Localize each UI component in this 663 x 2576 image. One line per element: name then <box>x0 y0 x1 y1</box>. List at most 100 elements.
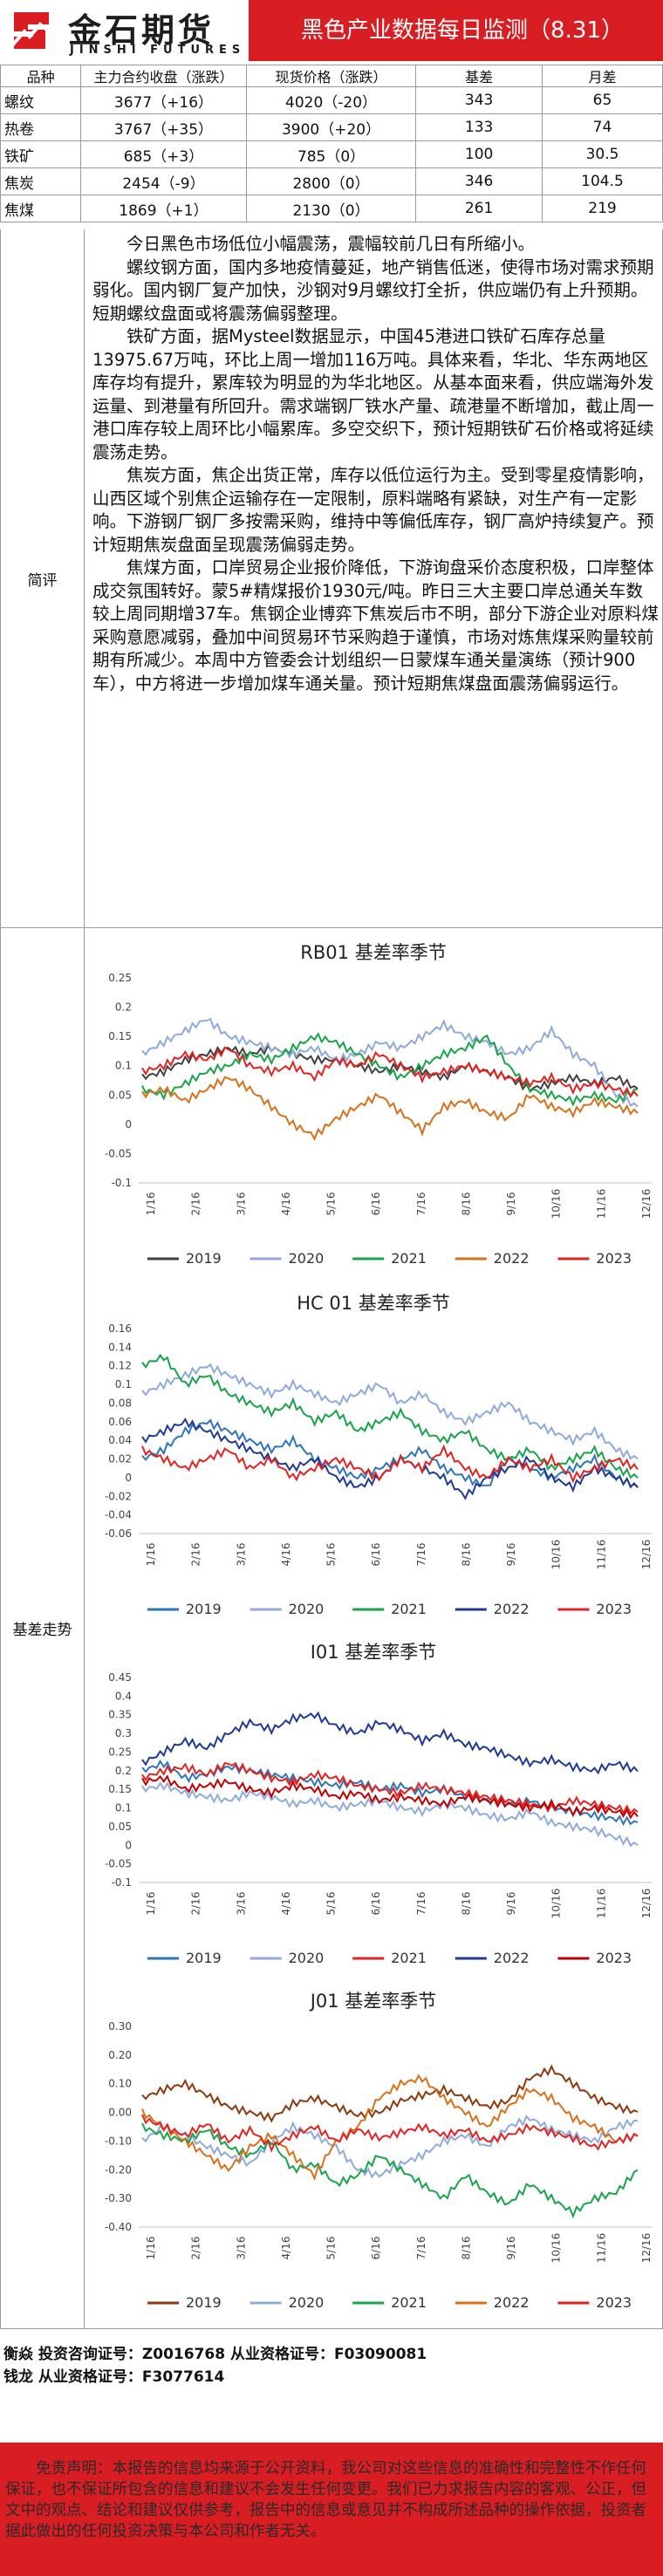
x-tick-label: 12/16 <box>640 1889 653 1919</box>
series-line-2019 <box>141 2064 639 2123</box>
y-tick-label: 0.06 <box>108 1416 132 1428</box>
y-tick-label: -0.04 <box>105 1509 132 1521</box>
y-tick-label: 0 <box>125 1118 132 1131</box>
legend-label: 2023 <box>596 1950 632 1966</box>
y-tick-label: 0.12 <box>108 1360 132 1372</box>
y-tick-label: 0.05 <box>108 1821 132 1833</box>
y-tick-label: -0.02 <box>105 1490 132 1502</box>
cell-spot-price: 2130（0） <box>245 195 417 222</box>
x-tick-label: 8/16 <box>460 2237 472 2260</box>
x-tick-label: 3/16 <box>235 1543 247 1567</box>
x-tick-label: 1/16 <box>145 1543 157 1567</box>
x-tick-label: 4/16 <box>280 2237 292 2260</box>
cell-spot-price: 785（0） <box>245 140 417 168</box>
y-tick-label: 0.35 <box>108 1709 132 1721</box>
chart-j01: J01 基差率季节 0.30 0.20 0.10 0.00 -0.10 -0.20 -0.30… <box>85 1983 662 2323</box>
cell-basis: 343 <box>415 86 543 114</box>
x-tick-label: 11/16 <box>595 1889 607 1919</box>
analyst-info: 衡焱 投资咨询证号：Z0016768 从业资格证号：F03090081 钱龙 从… <box>0 2343 663 2388</box>
series-line-2022 <box>141 1418 639 1500</box>
x-tick-label: 6/16 <box>370 1192 382 1216</box>
table-row: 铁矿 685（+3） 785（0） 100 30.5 <box>0 140 663 168</box>
cell-month-spread: 219 <box>542 195 663 222</box>
x-tick-label: 2/16 <box>190 1543 202 1567</box>
y-tick-label: 0 <box>125 1472 132 1484</box>
cell-month-spread: 74 <box>542 113 663 141</box>
y-tick-label: 0.16 <box>108 1322 132 1335</box>
y-tick-label: 0.25 <box>108 1746 132 1758</box>
y-tick-label: 0.1 <box>115 1378 132 1390</box>
x-tick-label: 7/16 <box>415 1892 427 1916</box>
x-tick-label: 5/16 <box>325 1543 338 1567</box>
x-tick-label: 7/16 <box>415 1192 427 1216</box>
cell-variety: 焦炭 <box>0 167 82 195</box>
col-header-main-contract: 主力合约收盘（涨跌） <box>80 65 247 87</box>
legend-label: 2021 <box>391 1950 427 1966</box>
y-tick-label: 0.45 <box>108 1671 132 1684</box>
legend-label: 2019 <box>186 1601 222 1617</box>
legend-label: 2023 <box>596 2294 632 2311</box>
x-tick-label: 12/16 <box>640 1540 653 1570</box>
chart-j01-svg: J01 基差率季节 0.30 0.20 0.10 0.00 -0.10 -0.20 -0.30… <box>105 1991 653 2311</box>
cell-spot-price: 4020（-20） <box>245 86 417 114</box>
x-tick-label: 1/16 <box>145 1892 157 1916</box>
series-line-2022 <box>141 1711 639 1775</box>
jinshi-logo-icon <box>5 5 56 56</box>
cell-main-contract: 3677（+16） <box>80 86 247 114</box>
x-tick-label: 10/16 <box>550 2233 563 2264</box>
logo-text-en: JINSHI FUTURES <box>70 44 246 57</box>
table-row: 热卷 3767（+35） 3900（+20） 133 74 <box>0 113 663 141</box>
legend-label: 2019 <box>186 1950 222 1966</box>
x-tick-label: 6/16 <box>370 1892 382 1916</box>
commentary-paragraph: 焦煤方面，口岸贸易企业报价降低，下游询盘采价态度积极，口岸整体成交氛围转好。蒙5… <box>92 557 659 694</box>
series-line-2022 <box>141 2074 639 2182</box>
y-tick-label: 0.15 <box>108 1783 132 1795</box>
x-tick-label: 8/16 <box>460 1543 472 1567</box>
col-header-spot-price: 现货价格（涨跌） <box>245 65 417 87</box>
cell-spot-price: 3900（+20） <box>245 113 417 141</box>
x-tick-label: 1/16 <box>145 2237 157 2260</box>
x-tick-label: 1/16 <box>145 1192 157 1216</box>
x-tick-label: 9/16 <box>505 1543 517 1567</box>
series-line-2023 <box>141 2114 639 2153</box>
y-tick-label: 0.1 <box>115 1802 132 1814</box>
x-tick-label: 5/16 <box>325 2237 338 2260</box>
x-tick-label: 2/16 <box>190 2237 202 2260</box>
series-line-2019 <box>141 1418 639 1488</box>
y-tick-label: 0.08 <box>108 1397 132 1409</box>
cell-spot-price: 2800（0） <box>245 167 417 195</box>
price-table: 品种 主力合约收盘（涨跌） 现货价格（涨跌） 基差 月差 螺纹 3677（+16… <box>0 65 663 222</box>
series-line-2023 <box>141 1774 639 1820</box>
y-tick-label: 0.30 <box>108 2020 132 2033</box>
commentary-section: 简评 今日黑色市场低位小幅震荡，震幅较前几日有所缩小。 螺纹钢方面，国内多地疫情… <box>0 229 663 928</box>
chart-hc01: HC 01 基差率季节 0.16 0.14 0.12 0.1 0.08 0.06 0.04 0.… <box>85 1285 662 1630</box>
x-tick-label: 3/16 <box>235 1892 247 1916</box>
chart-title: I01 基差率季节 <box>311 1642 437 1663</box>
logo-text-cn: 金石期货 <box>68 11 215 50</box>
x-tick-label: 12/16 <box>640 2233 653 2264</box>
cell-main-contract: 3767（+35） <box>80 113 247 141</box>
chart-rb01: RB01 基差率季节 0.25 0.2 0.15 0.1 0.05 0 -0.05 -0.1 1/… <box>85 934 662 1279</box>
x-tick-label: 4/16 <box>280 1892 292 1916</box>
y-tick-label: 0.04 <box>108 1434 132 1446</box>
commentary-paragraph: 今日黑色市场低位小幅震荡，震幅较前几日有所缩小。 <box>126 234 536 254</box>
x-tick-label: 7/16 <box>415 1543 427 1567</box>
y-tick-label: 0.02 <box>108 1453 132 1466</box>
cell-basis: 133 <box>415 113 543 141</box>
x-tick-label: 10/16 <box>550 1540 563 1570</box>
y-tick-label: -0.40 <box>105 2221 132 2233</box>
table-row: 螺纹 3677（+16） 4020（-20） 343 65 <box>0 86 663 114</box>
legend-label: 2020 <box>289 2294 325 2311</box>
legend-label: 2019 <box>186 1250 222 1267</box>
cell-variety: 螺纹 <box>0 86 82 114</box>
x-tick-label: 11/16 <box>595 1540 607 1570</box>
x-tick-label: 3/16 <box>235 1192 247 1216</box>
legend-label: 2022 <box>494 1250 530 1267</box>
legend-label: 2021 <box>391 1250 427 1267</box>
cell-variety: 焦煤 <box>0 195 82 222</box>
y-tick-label: 0.10 <box>108 2078 132 2090</box>
y-tick-label: 0.3 <box>115 1727 132 1739</box>
x-tick-label: 4/16 <box>280 1543 292 1567</box>
y-tick-label: -0.1 <box>112 1177 132 1189</box>
chart-rb01-svg: RB01 基差率季节 0.25 0.2 0.15 0.1 0.05 0 -0.05 -0.1 1/… <box>105 942 653 1267</box>
